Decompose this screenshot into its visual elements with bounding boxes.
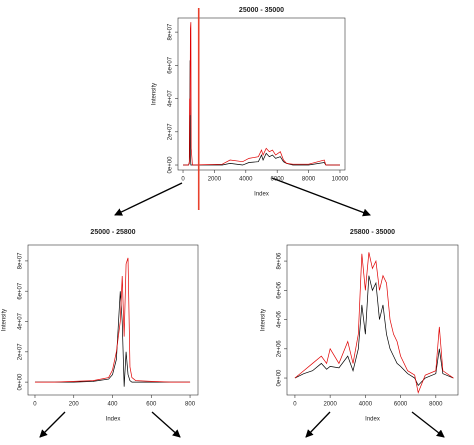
x-tick-label: 6000 [271, 177, 285, 183]
y-tick-label: 6e+07 [18, 282, 24, 300]
arrow [271, 177, 371, 217]
spectrum-line [34, 257, 191, 383]
chart-title: 25000 - 25800 [90, 229, 135, 236]
y-axis-label: Intensity [2, 309, 8, 331]
y-tick-label: 6e+07 [168, 56, 174, 74]
y-tick-label: 6e+06 [277, 281, 283, 299]
arrow [114, 182, 183, 216]
spectrum-line [294, 275, 454, 386]
x-axis-label: Index [365, 417, 380, 423]
x-tick-label: 4000 [359, 402, 373, 408]
x-tick-label: 8000 [302, 177, 316, 183]
spectrum-line [294, 252, 454, 394]
y-tick-label: 4e+07 [18, 312, 24, 330]
chart-title: 25000 - 35000 [239, 7, 284, 14]
arrow [305, 411, 331, 438]
x-tick-label: 400 [108, 402, 119, 408]
x-tick-label: 200 [69, 402, 80, 408]
x-tick-label: 8000 [429, 402, 443, 408]
y-tick-label: 8e+07 [18, 252, 24, 270]
y-tick-label: 0e+00 [277, 369, 283, 387]
y-axis-label: Intensity [261, 309, 267, 331]
x-tick-label: 2000 [323, 402, 337, 408]
y-axis-label: Intensity [152, 83, 158, 105]
spectrum-line [183, 22, 340, 166]
spectrum-line [34, 291, 191, 387]
y-tick-label: 2e+07 [18, 343, 24, 361]
x-axis-label: Index [254, 192, 269, 198]
x-tick-label: 0 [181, 177, 185, 183]
y-tick-label: 4e+06 [277, 310, 283, 328]
x-tick-label: 2000 [208, 177, 222, 183]
arrow [151, 411, 181, 438]
x-tick-label: 0 [293, 402, 297, 408]
plot-frame [27, 244, 199, 396]
plot-frame [286, 244, 459, 396]
y-tick-label: 0e+00 [168, 156, 174, 174]
y-tick-label: 8e+06 [277, 252, 283, 270]
arrow [39, 411, 66, 438]
x-tick-label: 6000 [394, 402, 408, 408]
chart-title: 25800 - 35000 [350, 229, 395, 236]
x-tick-label: 800 [185, 402, 196, 408]
y-tick-label: 4e+07 [168, 89, 174, 107]
arrow [411, 411, 445, 438]
y-tick-label: 0e+00 [18, 373, 24, 391]
x-tick-label: 10000 [332, 177, 349, 183]
x-axis-label: Index [106, 417, 121, 423]
x-tick-label: 600 [146, 402, 157, 408]
y-tick-label: 8e+07 [168, 23, 174, 41]
plot-frame [177, 17, 346, 171]
y-tick-label: 2e+06 [277, 340, 283, 358]
x-tick-label: 4000 [239, 177, 253, 183]
x-tick-label: 0 [33, 402, 37, 408]
y-tick-label: 2e+07 [168, 123, 174, 141]
